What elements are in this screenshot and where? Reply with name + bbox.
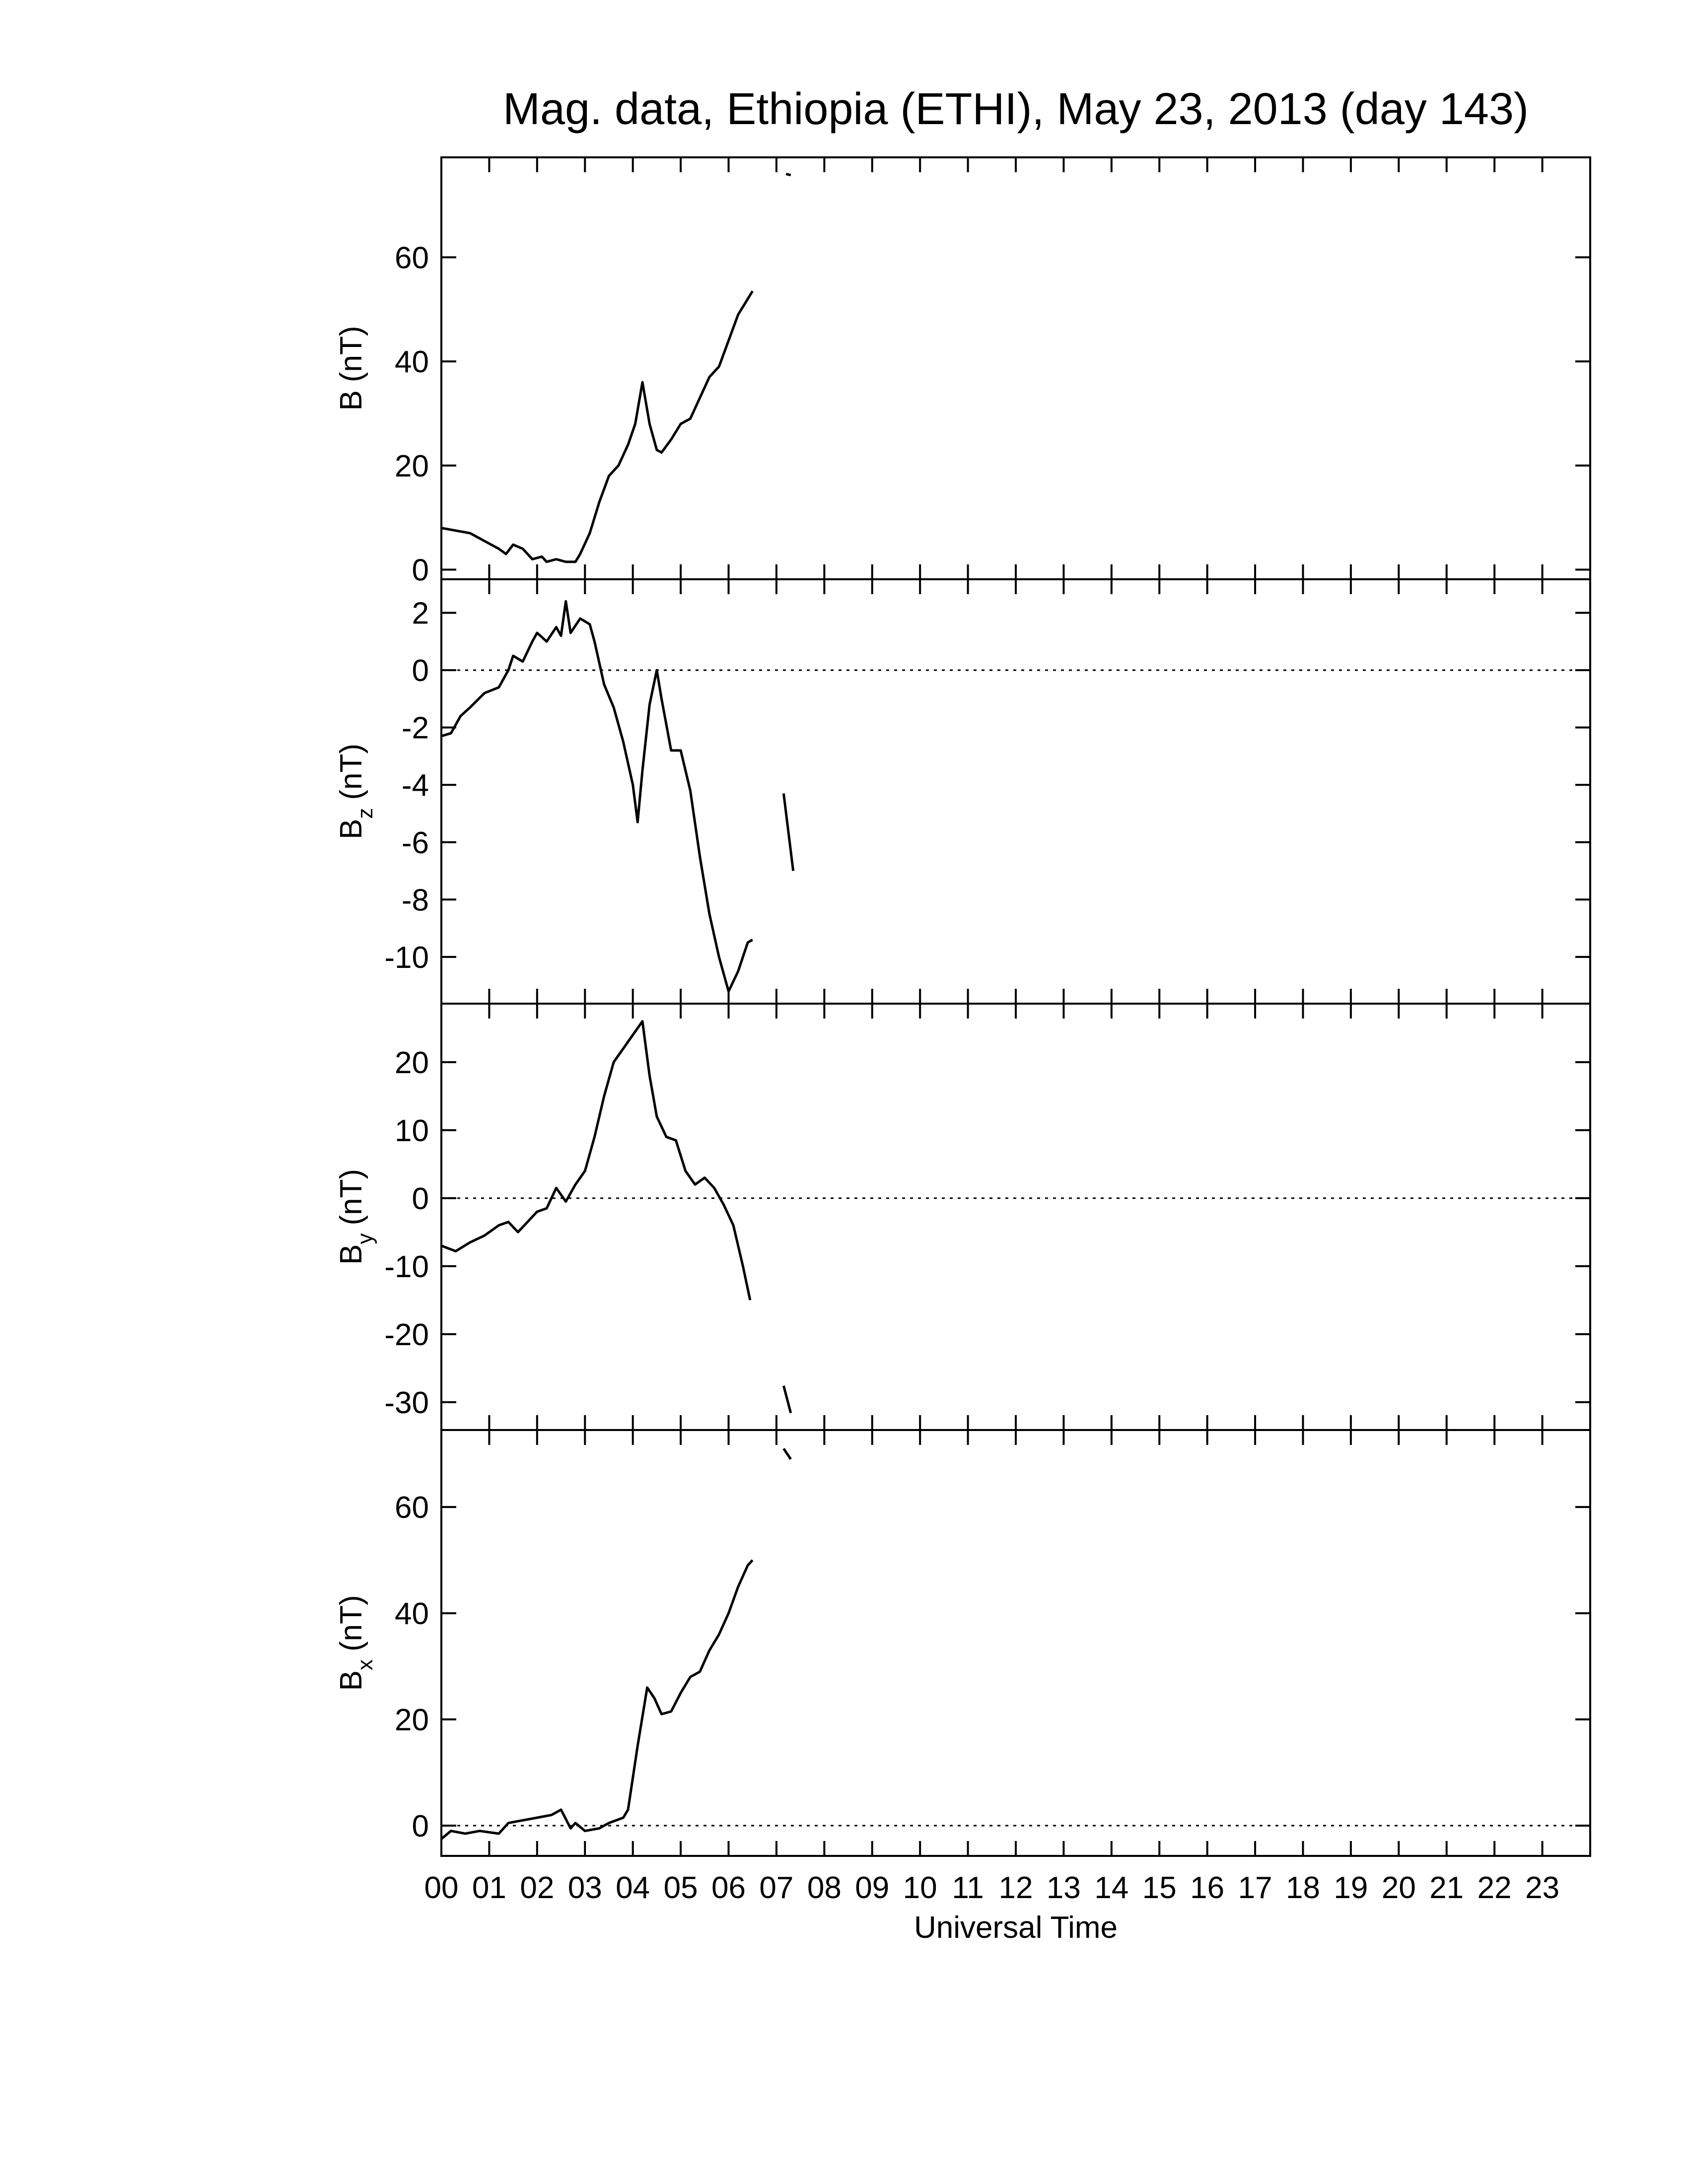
y-tick-label: -30 (384, 1386, 429, 1420)
x-tick-label: 17 (1238, 1871, 1272, 1905)
data-line (441, 600, 795, 993)
x-tick-label: 23 (1525, 1871, 1559, 1905)
y-tick-label: -8 (402, 883, 429, 917)
x-tick-label: 15 (1142, 1871, 1177, 1905)
chart-title: Mag. data, Ethiopia (ETHI), May 23, 2013… (503, 84, 1529, 134)
x-tick-label: 11 (952, 1871, 984, 1905)
y-tick-label: 2 (412, 597, 429, 631)
data-line (441, 173, 791, 563)
y-tick-label: 60 (395, 1491, 429, 1525)
x-tick-label: 18 (1286, 1871, 1320, 1905)
series-group (441, 1020, 792, 1414)
x-tick-label: 07 (759, 1871, 793, 1905)
data-line (441, 1448, 792, 1840)
y-tick-label: 10 (395, 1114, 429, 1148)
x-tick-label: 09 (855, 1871, 889, 1905)
y-tick-label: 0 (412, 553, 429, 588)
y-label-symbol: B (334, 1670, 368, 1691)
y-tick-label: 20 (395, 1046, 429, 1080)
x-tick-label: 12 (999, 1871, 1033, 1905)
x-tick-label: 19 (1334, 1871, 1368, 1905)
x-tick-label: 08 (807, 1871, 842, 1905)
y-label-unit: (nT) (334, 1169, 368, 1226)
x-tick-label: 04 (616, 1871, 650, 1905)
x-tick-label: 06 (711, 1871, 746, 1905)
y-tick-label: -10 (384, 1250, 429, 1284)
y-tick-label: 20 (395, 449, 429, 483)
x-tick-label: 22 (1477, 1871, 1512, 1905)
y-label-symbol: B (334, 1244, 368, 1265)
series-group (441, 173, 791, 563)
x-tick-label: 05 (664, 1871, 698, 1905)
y-label-subscript: x (353, 1659, 377, 1670)
y-label-unit: (nT) (334, 744, 368, 800)
y-axis-label: B (nT) (334, 326, 368, 410)
y-label-unit: (nT) (334, 326, 368, 382)
y-tick-label: 0 (412, 1182, 429, 1216)
x-tick-label: 14 (1094, 1871, 1128, 1905)
y-tick-label: 40 (395, 345, 429, 379)
y-label-symbol: B (334, 390, 368, 410)
y-tick-label: 0 (412, 654, 429, 688)
y-tick-label: -4 (402, 768, 429, 803)
x-tick-label: 10 (903, 1871, 937, 1905)
y-axis-label: Bx (nT) (334, 1595, 377, 1691)
y-axis-label: Bz (nT) (334, 744, 377, 839)
x-tick-label: 20 (1382, 1871, 1416, 1905)
y-tick-label: 40 (395, 1597, 429, 1631)
x-tick-label: 01 (472, 1871, 506, 1905)
y-tick-label: -2 (402, 711, 429, 746)
x-axis-label: Universal Time (914, 1911, 1118, 1945)
y-label-subscript: y (353, 1233, 377, 1244)
y-axis-label: By (nT) (334, 1169, 377, 1265)
y-tick-label: 0 (412, 1809, 429, 1843)
x-tick-label: 02 (520, 1871, 554, 1905)
y-tick-label: -6 (402, 826, 429, 860)
x-tick-label: 13 (1047, 1871, 1081, 1905)
data-line (441, 1020, 792, 1414)
y-tick-label: 60 (395, 241, 429, 275)
x-tick-label: 00 (424, 1871, 459, 1905)
series-group (441, 1448, 792, 1840)
y-label-symbol: B (334, 819, 368, 839)
series-group (441, 600, 795, 993)
y-tick-label: -10 (384, 941, 429, 975)
y-tick-label: 20 (395, 1703, 429, 1737)
y-tick-label: -20 (384, 1318, 429, 1352)
x-tick-label: 21 (1429, 1871, 1464, 1905)
x-tick-label: 16 (1190, 1871, 1224, 1905)
x-tick-label: 03 (568, 1871, 602, 1905)
y-label-unit: (nT) (334, 1595, 368, 1651)
y-label-subscript: z (353, 808, 377, 819)
